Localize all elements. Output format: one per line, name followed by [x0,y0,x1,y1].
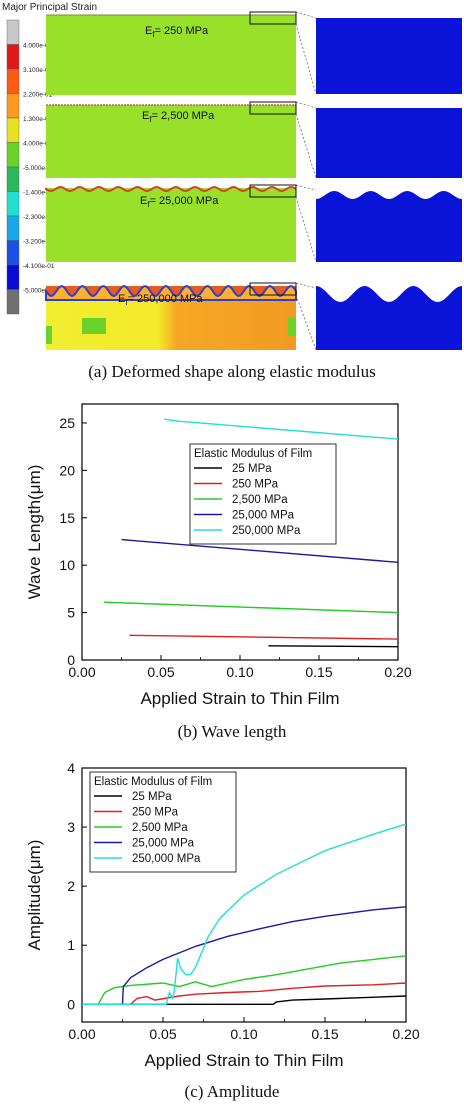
legend-tick-label: -4.100e-01 [23,263,55,270]
simulation-panel-2500: Ef= 2,500 MPa [46,101,462,179]
y-tick-label: 0 [67,652,75,668]
panel-label-2500: Ef= 2,500 MPa [142,110,215,124]
y-tick-label: 5 [67,605,75,621]
y-axis-label: Wave Length(μm) [25,465,44,600]
x-tick-label: 0.15 [305,664,332,680]
y-tick-label: 2 [67,878,75,894]
y-tick-label: 25 [59,415,75,431]
legend-swatch [6,93,20,119]
legend-swatch [6,240,20,266]
legend-tick-label: 1.300e-01 [23,116,53,123]
legend-entry: 25,000 MPa [232,510,295,522]
y-tick-label: 1 [67,937,75,953]
legend-entry: 25 MPa [232,463,272,475]
legend-tick-label: -5.000e-02 [23,165,55,172]
series-line-25-000-mpa [82,906,406,1006]
legend-entry: 2,500 MPa [232,494,288,506]
wave-length-chart: 0.00 0.05 0.10 0.15 0.20 0 5 10 15 20 25 Applied St… [25,403,412,708]
legend-tick-label: 4.000e-02 [23,141,53,148]
x-axis-label: Applied Strain to Thin Film [144,1051,343,1070]
simulation-panel-250000: Ef= 250,000 MPa [45,282,462,351]
simulation-panel-25000: Ef= 25,000 MPa [45,184,462,263]
x-tick-label: 0.10 [230,1026,257,1042]
y-tick-label: 4 [67,760,75,776]
x-tick-label: 0.00 [68,664,95,680]
legend-tick-label: -1.400e-01 [23,190,55,197]
panel-label-25000: Ef= 25,000 MPa [140,195,219,209]
deformed-shape-canvas: Major Principal Strain 4.000e-01 3.100e-0… [2,2,462,351]
x-tick-label: 0.05 [149,1026,176,1042]
legend-tick-label: 3.100e-01 [23,67,53,74]
panel-label-250: Ef= 250 MPa [145,25,209,39]
series-line-250-000-mpa [164,418,398,440]
y-tick-label: 0 [67,996,75,1012]
deformed-shape-figure: Major Principal Strain 4.000e-01 3.100e-0… [0,0,464,388]
legend-swatch [6,289,20,315]
legend-tick-label: -5.000e-01 [23,288,55,295]
series-line-250-000-mpa [82,823,406,1006]
y-tick-label: 10 [59,557,75,573]
strain-color-legend: 4.000e-01 3.100e-01 2.200e-01 1.300e-01 4.00… [6,19,55,315]
legend-tick-label: 4.000e-01 [23,43,53,50]
legend-entry: 25,000 MPa [132,838,195,850]
legend-entry: 250,000 MPa [132,853,201,865]
x-tick-label: 0.05 [147,664,174,680]
legend-box [189,443,337,545]
legend-title: Elastic Modulus of Film [94,776,212,788]
series-line-25-mpa [268,645,398,648]
legend-swatch [6,68,20,94]
legend-title: Elastic Modulus of Film [194,448,312,460]
legend-entry: 25 MPa [132,791,172,803]
series-line-250-mpa [129,634,398,640]
panel-label-250000: Ef= 250,000 MPa [118,293,203,307]
simulation-panel-250: Ef= 250 MPa [46,11,462,95]
legend-tick-label: -2.300e-01 [23,214,55,221]
x-tick-label: 0.00 [68,1026,95,1042]
legend-entry: 250 MPa [232,479,279,491]
legend-tick-label: -3.200e-01 [23,239,55,246]
legend-entry: 250,000 MPa [232,525,301,537]
caption-c: (c) Amplitude [184,1082,280,1101]
legend-swatch [6,117,20,143]
y-tick-label: 3 [67,819,75,835]
series-line-250-mpa [82,982,406,1006]
legend-entry: 2,500 MPa [132,822,188,834]
legend-swatch [6,166,20,192]
legend-swatch [6,19,20,45]
legend-swatch [6,142,20,168]
caption-b: (b) Wave length [177,722,287,741]
x-tick-label: 0.15 [311,1026,338,1042]
y-tick-label: 15 [59,510,75,526]
series-line-25-000-mpa [121,538,398,563]
legend-swatch [6,264,20,290]
legend-swatch [6,215,20,241]
x-axis-label: Applied Strain to Thin Film [140,689,339,708]
series-line-2-500-mpa [104,601,398,614]
caption-a: (a) Deformed shape along elastic modulus [88,362,376,381]
y-tick-label: 20 [59,462,75,478]
series-line-25-mpa [82,995,406,1006]
legend-swatch [6,191,20,217]
x-tick-label: 0.10 [226,664,253,680]
amplitude-chart: 0.00 0.05 0.10 0.15 0.20 0 1 2 3 4 Applied Strain … [25,760,420,1070]
legend-box [89,771,237,873]
chart-legend: Elastic Modulus of Film 25 MPa 250 MPa 2,50… [189,443,337,545]
legend-entry: 250 MPa [132,807,179,819]
series-line-2-500-mpa [82,955,406,1006]
legend-swatch [6,44,20,70]
x-tick-label: 0.20 [384,664,411,680]
strain-legend-title: Major Principal Strain [2,2,97,13]
y-axis-label: Amplitude(μm) [25,840,44,951]
x-tick-label: 0.20 [392,1026,419,1042]
chart-legend: Elastic Modulus of Film 25 MPa 250 MPa 2,50… [89,771,237,873]
legend-tick-label: 2.200e-01 [23,92,53,99]
